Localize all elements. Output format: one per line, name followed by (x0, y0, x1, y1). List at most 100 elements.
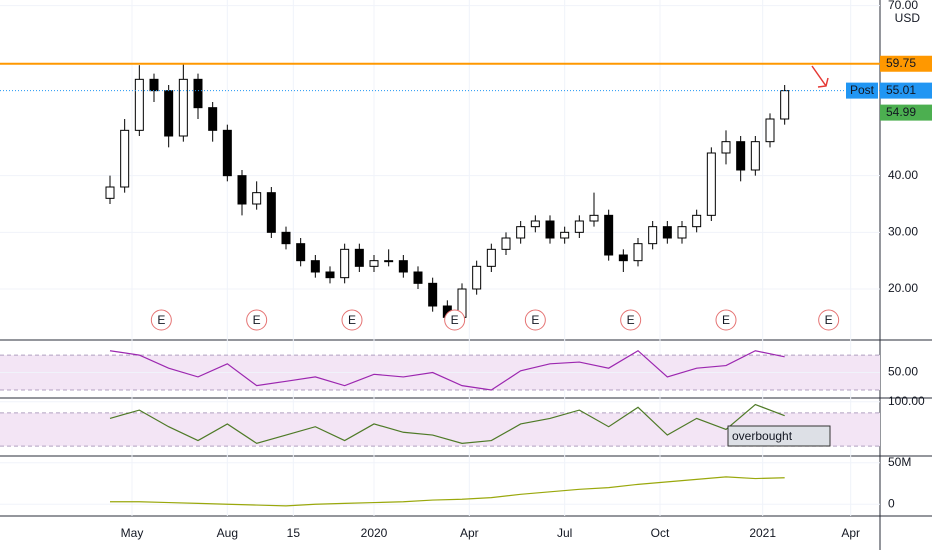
candle (574, 215, 584, 238)
y-tick-label: 100.00 (888, 394, 925, 408)
candle (560, 226, 570, 244)
candle-body (398, 260, 408, 273)
candle (208, 102, 218, 142)
candle-body (428, 282, 438, 307)
candle (310, 255, 320, 278)
candle (134, 65, 144, 136)
candle (706, 147, 716, 221)
candle-body (281, 231, 291, 245)
candle-body (193, 78, 203, 109)
earnings-label: E (825, 313, 833, 327)
candle (149, 73, 159, 102)
candle-body (384, 260, 394, 263)
earnings-label: E (627, 313, 635, 327)
candle (648, 221, 658, 250)
earnings-marker (818, 309, 840, 331)
candle (354, 243, 364, 272)
candle (530, 215, 540, 233)
candle-body (780, 90, 790, 120)
candle-body (765, 118, 775, 143)
candle-body (545, 220, 555, 239)
candle-body (105, 186, 115, 199)
indicator-line (110, 476, 785, 507)
candle-body (310, 260, 320, 273)
candle-body (208, 107, 218, 131)
post-label: 55.01 (886, 83, 916, 97)
candle (662, 221, 672, 244)
x-tick-label: 2020 (361, 526, 388, 540)
x-tick-label: Jul (557, 526, 572, 540)
candle-body (589, 214, 599, 222)
candle-body (633, 243, 643, 262)
candle-body (134, 78, 144, 131)
candle-body (677, 226, 687, 239)
candle-body (354, 248, 364, 267)
candle-body (706, 152, 716, 216)
candle (413, 266, 423, 289)
candle-body (501, 237, 511, 250)
candle (281, 226, 291, 250)
candle-body (692, 214, 702, 228)
candle (325, 266, 335, 284)
candle-body (604, 214, 614, 256)
candle (589, 192, 599, 227)
candle-body (252, 192, 262, 205)
x-tick-label: Oct (651, 526, 670, 540)
earnings-marker (150, 309, 172, 331)
x-tick-label: Apr (841, 526, 860, 540)
candle (618, 249, 628, 272)
earnings-marker (524, 309, 546, 331)
candle-body (369, 260, 379, 267)
candle-body (472, 265, 482, 290)
level-label: 59.75 (886, 56, 916, 70)
candle (252, 181, 262, 210)
x-tick-label: May (121, 526, 144, 540)
candle-body (662, 226, 672, 239)
candle (296, 238, 306, 267)
candle (105, 175, 115, 204)
candle (384, 249, 394, 267)
candle-body (222, 129, 232, 177)
candle-body (516, 226, 526, 239)
y-tick-label: 70.00 (888, 0, 918, 12)
candle-body (530, 220, 540, 228)
candle-body (340, 248, 350, 279)
y-tick-label: 50.00 (888, 365, 918, 379)
candle-body (325, 271, 335, 279)
y-tick-label: 0 (888, 496, 895, 510)
x-tick-label: 2021 (749, 526, 776, 540)
x-tick-label: Apr (460, 526, 479, 540)
earnings-marker (715, 309, 737, 331)
earnings-label: E (253, 313, 261, 327)
annotation-box (727, 425, 831, 447)
candle (340, 243, 350, 284)
earnings-marker (444, 309, 466, 331)
candle (604, 209, 614, 261)
candle (472, 260, 482, 295)
candle (545, 215, 555, 244)
candle (266, 187, 276, 238)
earnings-label: E (157, 313, 165, 327)
candle (398, 255, 408, 278)
post-tag (880, 82, 932, 99)
indicator-line (109, 349, 785, 391)
candle-body (164, 90, 174, 137)
candle (721, 130, 731, 165)
candle-body (560, 231, 570, 239)
candle (193, 73, 203, 119)
candle (677, 221, 687, 244)
candle (736, 136, 746, 182)
last-label: 54.99 (886, 105, 916, 119)
earnings-label: E (722, 313, 730, 327)
candle (237, 170, 247, 216)
annotation-label: overbought (732, 429, 793, 443)
earnings-marker (246, 309, 268, 331)
earnings-label: E (531, 313, 539, 327)
last-tag (880, 104, 932, 121)
level-tag (880, 55, 932, 72)
candle (516, 221, 526, 244)
candle (750, 136, 760, 176)
candle (633, 238, 643, 267)
